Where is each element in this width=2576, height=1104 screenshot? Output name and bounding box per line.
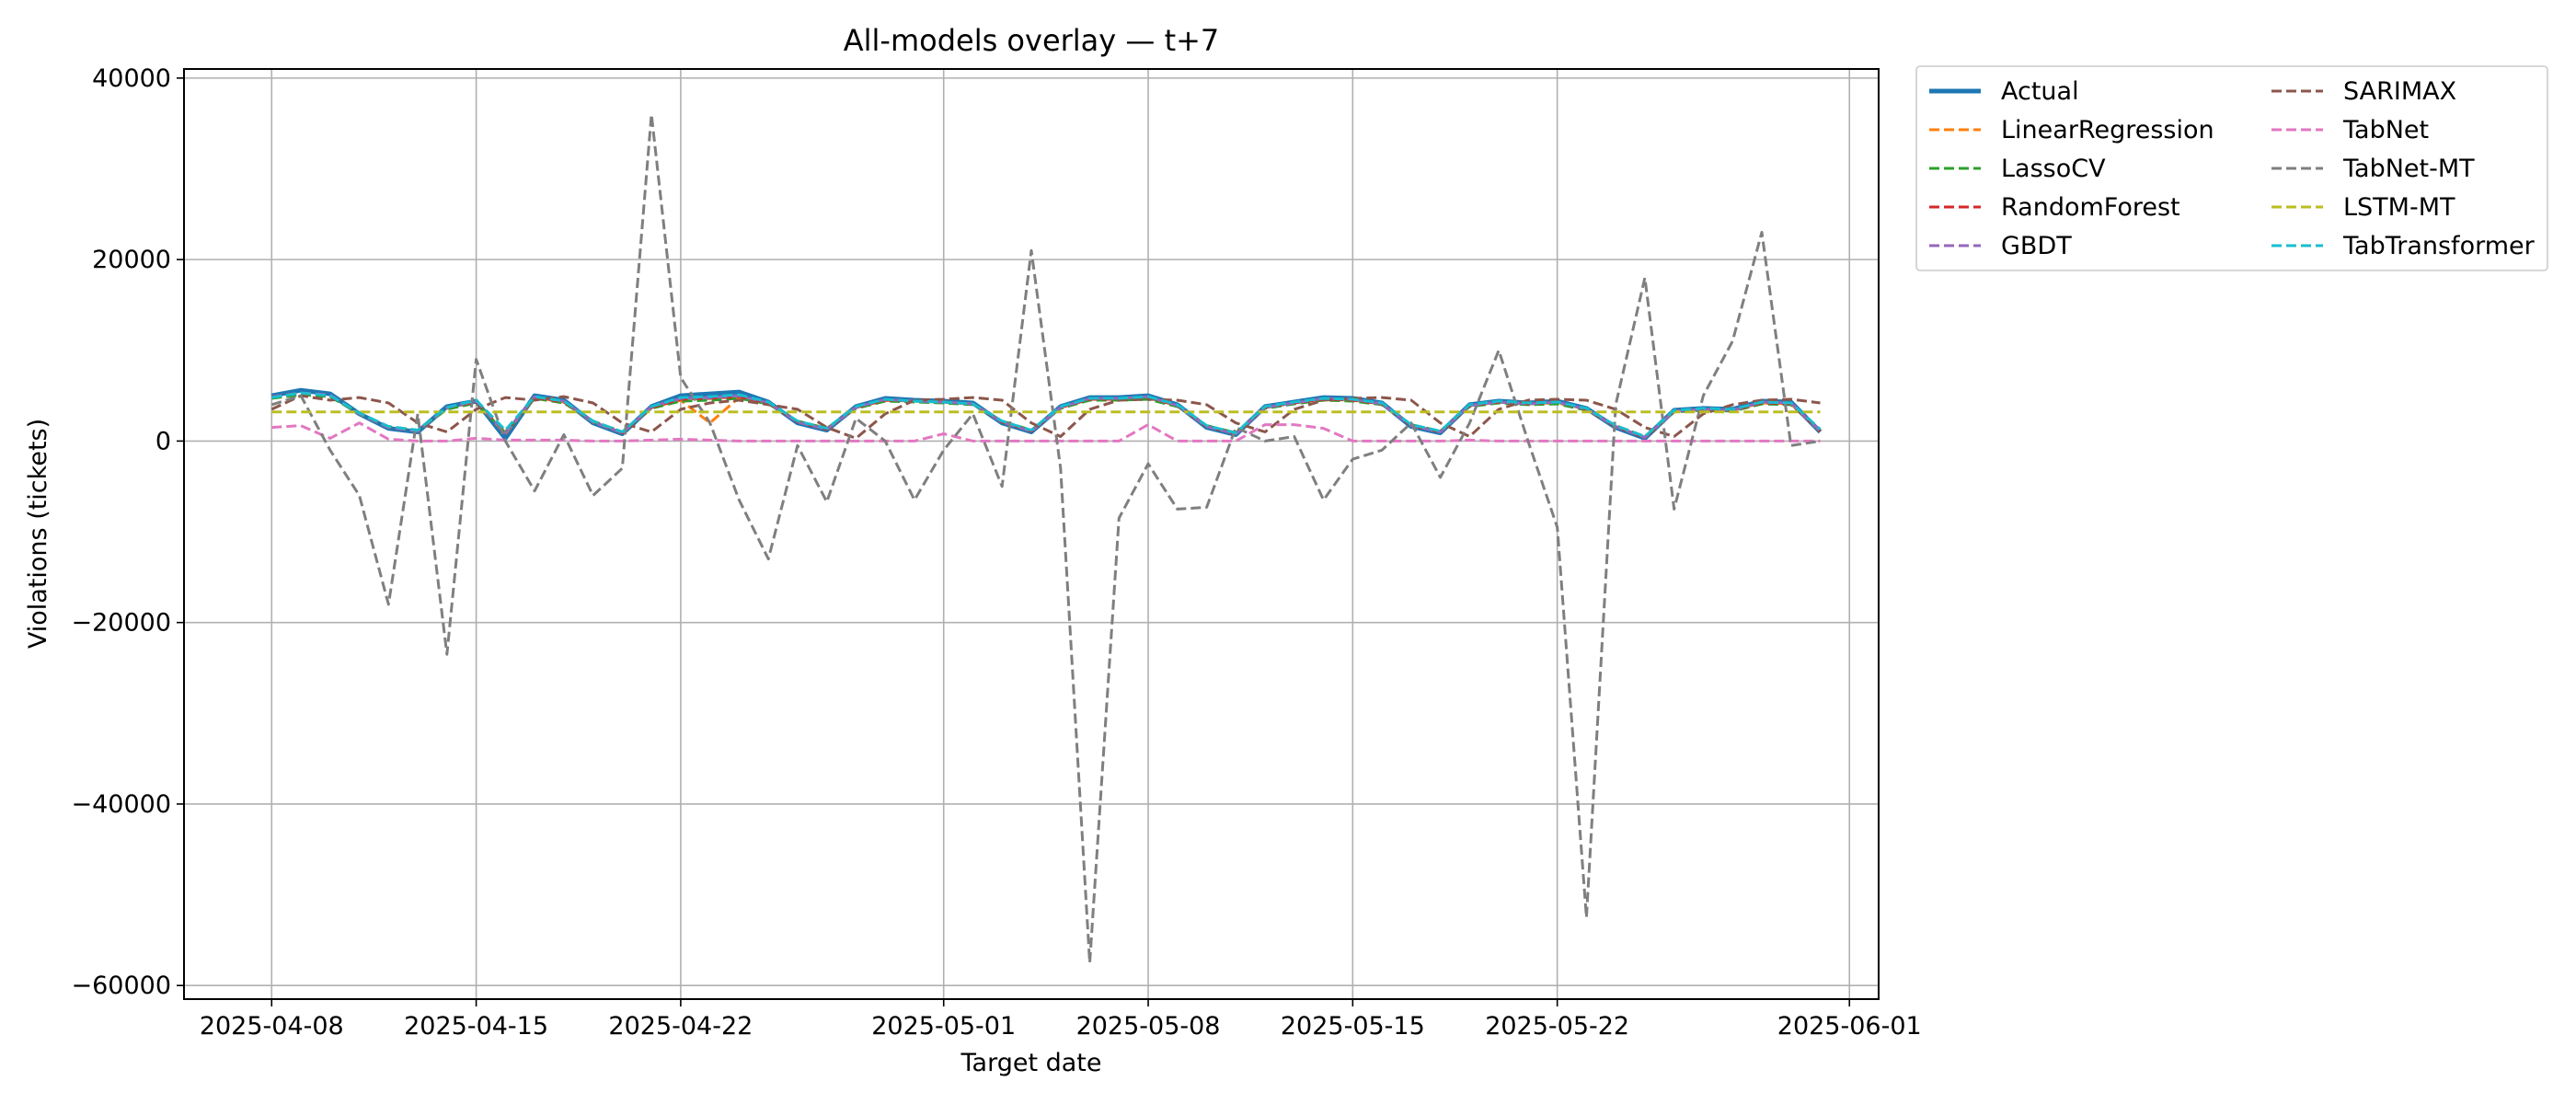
- legend-label-gbdt: GBDT: [2001, 232, 2072, 260]
- legend-label-sarimax: SARIMAX: [2343, 77, 2456, 106]
- series-line-tabnet: [271, 421, 1821, 443]
- x-tick-label: 2025-05-15: [1281, 1012, 1425, 1041]
- legend-box: [1915, 65, 2548, 271]
- series-line-gbdt: [271, 391, 1822, 439]
- legend-label-lassocv: LassoCV: [2001, 155, 2106, 183]
- x-tick-label: 2025-06-01: [1777, 1012, 1922, 1041]
- legend-label-randomforest: RandomForest: [2001, 193, 2180, 222]
- legend-label-linearregression: LinearRegression: [2001, 116, 2214, 144]
- x-tick-label: 2025-04-08: [200, 1012, 344, 1041]
- legend-label-lstm-mt: LSTM-MT: [2343, 193, 2455, 222]
- series-line-sarimax: [270, 394, 1821, 440]
- x-tick-label: 2025-05-01: [871, 1012, 1016, 1041]
- plot-frame: [183, 68, 1880, 1000]
- x-axis: 2025-04-08 2025-04-15 2025-04-22 2025-05-01…: [200, 999, 1922, 1041]
- legend-label-actual: Actual: [2001, 77, 2079, 106]
- y-tick-label: 20000: [92, 246, 171, 274]
- y-tick-label: −20000: [71, 609, 171, 638]
- y-tick-label: −40000: [71, 790, 171, 819]
- legend: Actual LinearRegression LassoCV RandomFores…: [1915, 65, 2548, 271]
- y-tick-label: 0: [155, 427, 171, 455]
- y-tick-label: −60000: [71, 972, 171, 1000]
- plot-series: [270, 112, 1823, 964]
- legend-label-tabnet-mt: TabNet-MT: [2342, 155, 2475, 183]
- x-tick-label: 2025-05-08: [1076, 1012, 1221, 1041]
- legend-label-tabtransformer: TabTransformer: [2342, 232, 2536, 260]
- legend-label-tabnet: TabNet: [2342, 116, 2429, 144]
- x-tick-label: 2025-04-22: [608, 1012, 753, 1041]
- y-axis-label: Violations (tickets): [24, 419, 52, 649]
- y-axis: 40000 20000 0 −20000 −40000 −60000: [71, 64, 184, 1000]
- x-axis-label: Target date: [960, 1049, 1102, 1077]
- series-line-tabnet-mt: [270, 112, 1821, 964]
- series-line-tabtransformer: [271, 391, 1822, 438]
- x-tick-label: 2025-04-15: [404, 1012, 548, 1041]
- chart-title: All-models overlay — t+7: [844, 23, 1220, 58]
- y-tick-label: 40000: [92, 64, 171, 93]
- x-tick-label: 2025-05-22: [1485, 1012, 1629, 1041]
